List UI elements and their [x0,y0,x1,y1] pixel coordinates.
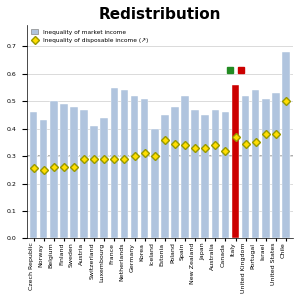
Bar [272,93,280,238]
Bar [242,96,249,238]
Bar [191,110,199,239]
Bar [201,115,209,238]
Bar [111,88,118,239]
Bar [161,115,169,238]
Bar [282,52,290,239]
Bar [181,96,189,238]
Bar [131,96,138,238]
Bar [151,129,158,238]
Bar [252,90,260,238]
Bar [90,126,98,238]
Bar [70,107,78,238]
Bar [141,98,148,238]
Legend: Inequality of market income, Inequality of disposable income (↗): Inequality of market income, Inequality … [29,27,150,45]
Bar [60,104,68,238]
Bar [30,112,38,238]
Bar [262,98,270,238]
Bar [222,112,229,238]
Bar [121,90,128,238]
Title: Redistribution: Redistribution [98,7,221,22]
Bar [100,118,108,238]
Bar [40,121,47,238]
Bar [232,85,239,238]
Bar [80,110,88,239]
Bar [50,101,58,238]
Bar [171,107,179,238]
Bar [212,110,219,239]
